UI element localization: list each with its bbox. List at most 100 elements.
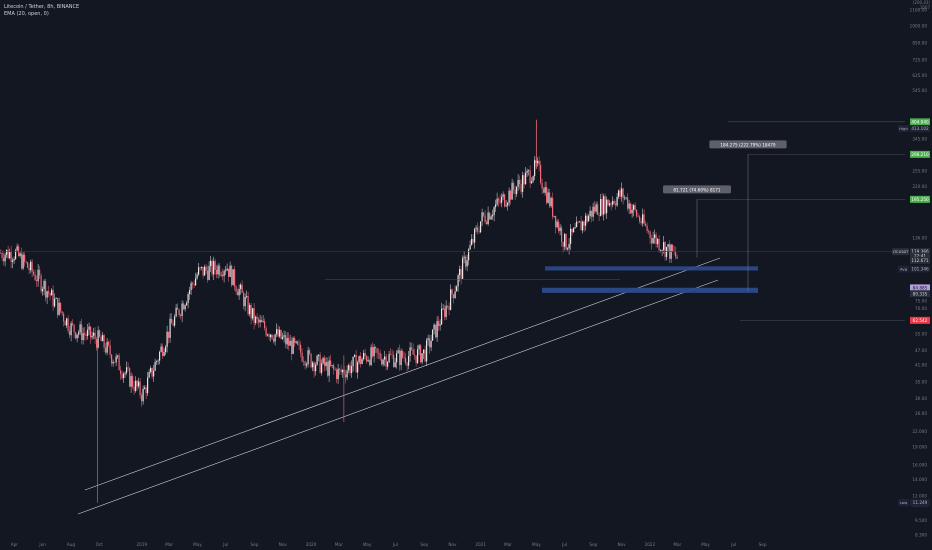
candle-body	[292, 338, 294, 354]
price-badge: 298.210	[911, 152, 929, 157]
candle-body	[463, 256, 465, 259]
candle-body	[240, 284, 242, 289]
candle-body	[549, 192, 551, 207]
candle-body	[33, 271, 35, 275]
candle-body	[340, 369, 342, 373]
measure-label-long: 184.275 (222.79%) 18479	[720, 142, 776, 147]
candle-body	[415, 355, 417, 363]
candle-body	[502, 194, 504, 197]
candle-body	[564, 233, 566, 247]
candle-body	[334, 369, 336, 370]
candle-body	[109, 345, 111, 355]
candle-body	[591, 210, 593, 217]
candle-body	[541, 182, 543, 189]
candle-body	[177, 307, 179, 310]
candle-body	[84, 333, 86, 335]
indicator-title[interactable]: EMA (20, open, 0)	[4, 11, 49, 17]
chart-legend: Litecoin / Tether, 8h, BINANCE EMA (20, …	[4, 4, 79, 18]
candle-body	[247, 296, 249, 315]
candle-body	[540, 164, 542, 183]
price-badge: 112.671	[911, 258, 929, 263]
candle-body	[58, 302, 60, 315]
candle-body	[409, 347, 411, 357]
candle-body	[369, 360, 371, 365]
price-badge-box	[910, 195, 930, 203]
badge-prefix: High	[899, 126, 908, 131]
price-tick-label: 30.00	[915, 396, 927, 401]
candle-body	[198, 267, 200, 275]
candle-body	[234, 269, 236, 287]
candle-body	[643, 214, 645, 224]
time-tick-label: May	[363, 542, 372, 547]
candle-body	[388, 354, 390, 362]
candle-body	[99, 330, 101, 337]
candle-body	[108, 341, 110, 346]
candle-body	[13, 259, 15, 261]
candle-body	[121, 374, 123, 379]
candle-body	[484, 215, 486, 223]
candle-body	[111, 354, 113, 364]
candle-body	[30, 261, 32, 271]
candle-body	[175, 307, 177, 317]
candle-body	[508, 190, 510, 203]
candle-body	[178, 309, 180, 316]
candle-body	[192, 283, 194, 285]
candle-body	[474, 228, 476, 243]
candle-body	[37, 269, 39, 282]
candle-body	[4, 254, 6, 262]
candle-body	[46, 291, 48, 298]
time-tick-label: Mar	[504, 542, 512, 547]
candles	[0, 119, 678, 503]
candle-body	[333, 365, 335, 370]
time-axis[interactable]: Apr Jun Aug Oct 2019 Mar May Jul Sep Nov 2020 Mar Ma…	[11, 542, 767, 547]
candle-body	[619, 190, 621, 197]
candle-body	[174, 316, 176, 326]
candle-body	[201, 266, 203, 268]
candle-body	[574, 227, 576, 229]
candle-body	[526, 170, 528, 173]
candle-body	[634, 205, 636, 210]
candle-body	[376, 348, 378, 353]
symbol-title[interactable]: Litecoin / Tether, 8h, BINANCE	[4, 4, 80, 10]
price-tick-label: 70.00	[915, 306, 927, 311]
candle-body	[649, 231, 651, 239]
candle-body	[412, 349, 414, 355]
time-tick-label: Jul	[561, 542, 567, 547]
price-tick-label: 136.00	[912, 235, 927, 240]
candle-body	[297, 341, 299, 345]
time-tick-label: Sep	[759, 542, 767, 547]
time-tick-label: May	[532, 542, 541, 547]
candle-body	[511, 182, 513, 200]
candle-body	[577, 221, 579, 223]
time-tick-label: Mar	[165, 542, 173, 547]
price-tick-label: 8.300	[915, 533, 927, 538]
candle-body	[595, 204, 597, 212]
candle-body	[640, 221, 642, 224]
candle-body	[165, 346, 167, 353]
candle-body	[328, 360, 330, 376]
candle-body	[295, 341, 297, 343]
candle-body	[441, 308, 443, 325]
price-tick-label: 41.00	[915, 363, 927, 368]
candle-body	[570, 228, 572, 244]
candle-body	[195, 278, 197, 286]
price-badge: 80.335	[913, 291, 928, 296]
candle-body	[222, 274, 224, 277]
scale-header-line: 1007	[919, 5, 930, 10]
candle-body	[301, 352, 303, 362]
candle-body	[550, 197, 552, 207]
candle-body	[676, 256, 678, 259]
candle-body	[552, 197, 554, 217]
candle-body	[49, 293, 51, 296]
candle-body	[472, 239, 474, 243]
candle-body	[468, 249, 470, 261]
candle-body	[36, 280, 38, 282]
candle-body	[159, 351, 161, 361]
candle-body	[636, 209, 638, 217]
candle-body	[589, 210, 591, 216]
candle-body	[433, 324, 435, 330]
candle-body	[235, 286, 237, 292]
candle-body	[379, 352, 381, 360]
price-tick-label: 16.000	[912, 463, 927, 468]
